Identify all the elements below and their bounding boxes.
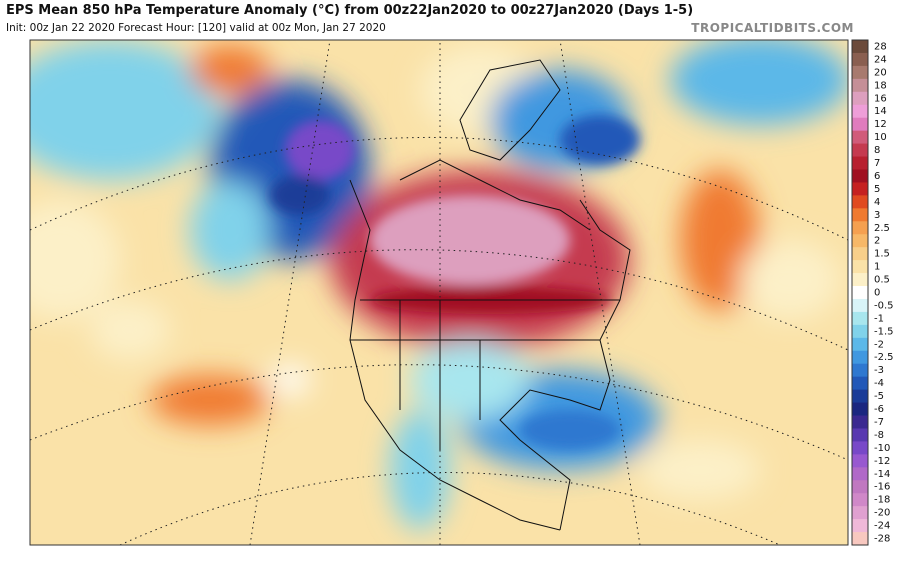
colorbar-swatch <box>852 454 868 468</box>
colorbar-swatch <box>852 467 868 481</box>
colorbar-swatch <box>852 40 868 54</box>
colorbar-label: 10 <box>874 132 887 143</box>
map-subtitle: Init: 00z Jan 22 2020 Forecast Hour: [12… <box>6 22 386 34</box>
colorbar-swatch <box>852 182 868 196</box>
colorbar-label: 20 <box>874 67 887 78</box>
colorbar-swatch <box>852 260 868 274</box>
colorbar-label: 14 <box>874 106 887 117</box>
colorbar-swatch <box>852 208 868 222</box>
colorbar-swatch <box>852 363 868 378</box>
colorbar-label: 7 <box>874 158 880 169</box>
colorbar-label: 2.5 <box>874 223 890 234</box>
colorbar-label: 2 <box>874 236 880 247</box>
anomaly-map <box>30 40 848 545</box>
colorbar: 28 24 20 18 16 14 12 10 8 7 6 5 4 3 2.5 2 1.5 1 0.5 0-0.5 -1… <box>851 39 894 546</box>
colorbar-swatch <box>852 130 868 145</box>
colorbar-label: -8 <box>874 430 884 441</box>
colorbar-label: -10 <box>874 443 890 454</box>
colorbar-swatch <box>852 195 868 209</box>
colorbar-label: -1.5 <box>874 326 894 337</box>
colorbar-label: 3 <box>874 210 880 221</box>
colorbar-label: -4 <box>874 378 884 389</box>
colorbar-swatch <box>852 441 868 455</box>
colorbar-label: 18 <box>874 80 887 91</box>
colorbar-label: -2.5 <box>874 352 894 363</box>
colorbar-label: -12 <box>874 456 890 467</box>
colorbar-swatch <box>852 298 868 313</box>
colorbar-swatch <box>852 506 868 520</box>
colorbar-swatch <box>852 156 868 170</box>
colorbar-swatch <box>852 143 868 158</box>
colorbar-swatch <box>852 350 868 365</box>
colorbar-swatch <box>852 337 868 352</box>
colorbar-swatch <box>852 169 868 183</box>
colorbar-swatch <box>852 65 868 80</box>
colorbar-label: -3 <box>874 365 884 376</box>
colorbar-swatch <box>852 532 868 546</box>
colorbar-swatch <box>852 389 868 404</box>
colorbar-swatch <box>852 402 868 417</box>
colorbar-label: -24 <box>874 521 890 532</box>
colorbar-swatch <box>852 247 868 261</box>
colorbar-swatch <box>852 324 868 339</box>
colorbar-label: -6 <box>874 404 884 415</box>
colorbar-swatch <box>852 311 868 326</box>
colorbar-label: 8 <box>874 145 880 156</box>
map-frame <box>29 39 849 546</box>
colorbar-swatch <box>852 117 868 132</box>
colorbar-label: 12 <box>874 119 887 130</box>
colorbar-label: 0.5 <box>874 275 890 286</box>
map-title: EPS Mean 850 hPa Temperature Anomaly (°C… <box>6 3 694 18</box>
colorbar-swatch <box>852 221 868 235</box>
colorbar-label: 5 <box>874 184 880 195</box>
colorbar-swatch <box>852 493 868 507</box>
colorbar-label: 24 <box>874 54 887 65</box>
colorbar-swatch <box>852 428 868 442</box>
colorbar-frame <box>851 39 869 546</box>
colorbar-swatch <box>852 52 868 67</box>
colorbar-swatch <box>852 273 868 287</box>
colorbar-label: 6 <box>874 171 880 182</box>
colorbar-label: 1 <box>874 262 880 273</box>
colorbar-swatch <box>852 519 868 533</box>
colorbar-label: -7 <box>874 417 884 428</box>
colorbar-label: 4 <box>874 197 880 208</box>
colorbar-label: -0.5 <box>874 300 894 311</box>
coastlines <box>349 59 631 531</box>
colorbar-swatch <box>852 376 868 391</box>
colorbar-swatch <box>852 234 868 248</box>
colorbar-swatch <box>852 104 868 119</box>
colorbar-label: -1 <box>874 313 884 324</box>
colorbar-label: 28 <box>874 41 887 52</box>
colorbar-label: -5 <box>874 391 884 402</box>
site-name: TROPICALTIDBITS.COM <box>691 21 854 35</box>
colorbar-label: 1.5 <box>874 249 890 260</box>
colorbar-label: -28 <box>874 534 890 545</box>
colorbar-swatch <box>852 415 868 429</box>
colorbar-swatch <box>852 480 868 494</box>
colorbar-label: -14 <box>874 469 890 480</box>
colorbar-swatch <box>852 78 868 93</box>
colorbar-label: -2 <box>874 339 884 350</box>
colorbar-label: 16 <box>874 93 887 104</box>
colorbar-swatch <box>852 91 868 106</box>
colorbar-label: 0 <box>874 288 880 299</box>
colorbar-label: -20 <box>874 508 890 519</box>
colorbar-label: -18 <box>874 495 890 506</box>
colorbar-label: -16 <box>874 482 890 493</box>
colorbar-swatch <box>852 286 868 300</box>
